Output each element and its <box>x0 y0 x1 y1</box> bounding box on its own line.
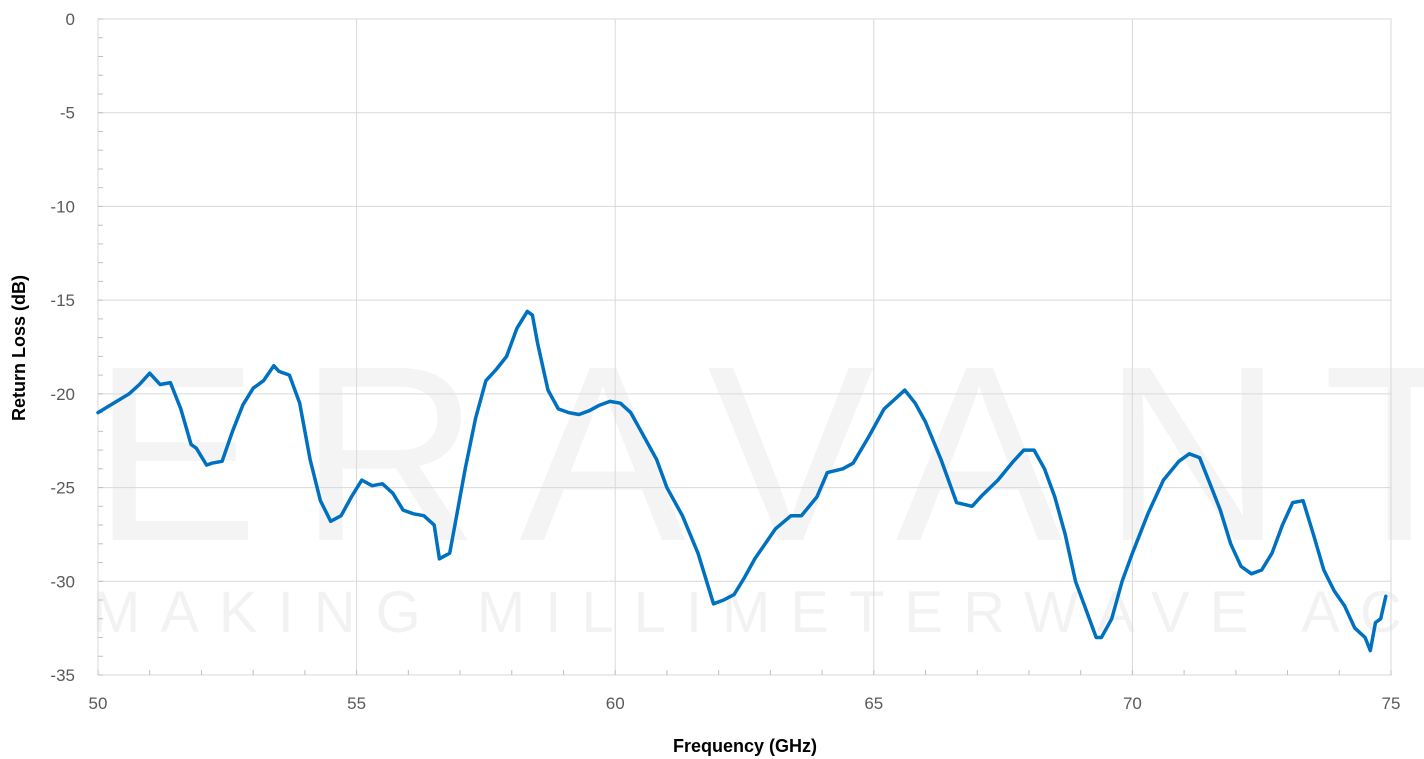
y-tick-label: -10 <box>50 197 75 216</box>
series-line <box>96 309 1388 653</box>
x-tick-label: 60 <box>606 694 625 713</box>
x-tick-label: 50 <box>89 694 108 713</box>
y-axis-title: Return Loss (dB) <box>9 275 29 421</box>
x-axis-title: Frequency (GHz) <box>673 736 817 756</box>
x-tick-labels: 50 55 60 65 70 75 <box>89 694 1401 713</box>
y-tick-label: -25 <box>50 479 75 498</box>
watermark: ERAVANT MAKING MILLIMETERWAVE ACCESSIBLE <box>92 314 1424 645</box>
gridlines <box>97 18 1392 676</box>
y-tick-label: 0 <box>66 10 75 29</box>
y-tick-label: -15 <box>50 291 75 310</box>
watermark-tagline: MAKING MILLIMETERWAVE ACCESSIBLE <box>92 580 1424 645</box>
x-tick-label: 55 <box>347 694 366 713</box>
x-tick-label: 70 <box>1123 694 1142 713</box>
x-tick-label: 65 <box>864 694 883 713</box>
y-tick-labels: 0 -5 -10 -15 -20 -25 -30 -35 <box>50 10 75 685</box>
y-tick-label: -5 <box>60 104 75 123</box>
y-tick-label: -35 <box>50 666 75 685</box>
watermark-main: ERAVANT <box>92 314 1424 593</box>
y-tick-label: -20 <box>50 385 75 404</box>
x-tick-label: 75 <box>1382 694 1401 713</box>
y-tick-label: -30 <box>50 572 75 591</box>
minor-ticks <box>97 18 1392 676</box>
